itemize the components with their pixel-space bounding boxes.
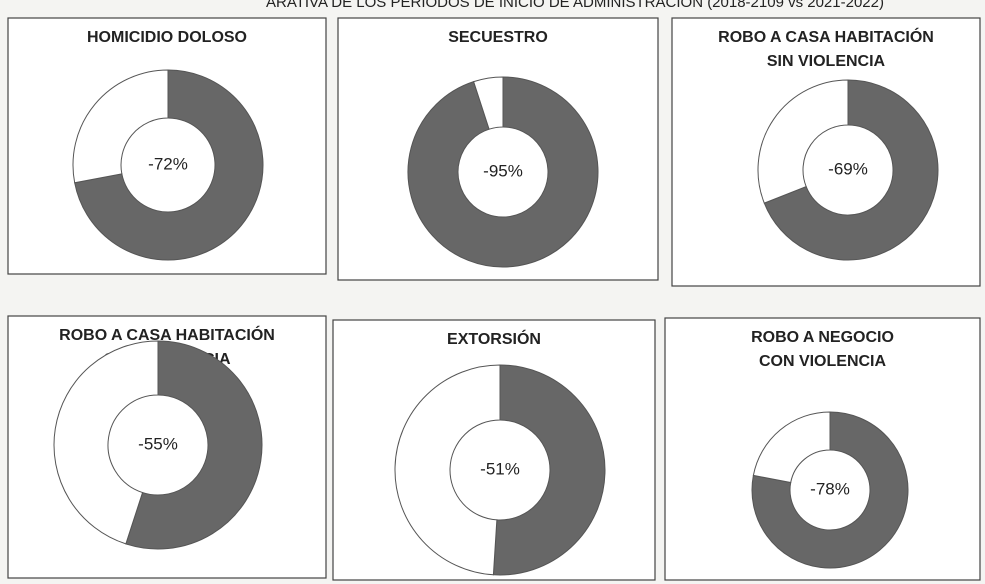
annotation-box: [126, 431, 190, 459]
annotation: -55%: [138, 434, 178, 453]
chart-title: ROBO A CASA HABITACIÓN: [718, 27, 934, 46]
annotation-box: [136, 151, 200, 179]
donut-segment: [72, 69, 169, 184]
annotation-box: [816, 156, 880, 184]
donut-segment: [394, 364, 501, 576]
chart-title: EXTORSIÓN: [447, 329, 541, 348]
donut-segment: [407, 76, 599, 268]
chart-title: HOMICIDIO DOLOSO: [87, 29, 247, 46]
annotation-box: [798, 476, 862, 504]
donut-segment: [53, 340, 159, 545]
donut-segment: [751, 411, 909, 569]
chart-title: SECUESTRO: [448, 29, 548, 46]
annotation: -78%: [810, 479, 850, 498]
chart-title: ROBO A NEGOCIO: [751, 329, 894, 346]
chart-title: SIN VIOLENCIA: [767, 53, 886, 70]
donut-segment: [125, 340, 263, 550]
annotation: -51%: [480, 459, 520, 478]
donut-segment: [752, 411, 831, 484]
chart-title: CON VIOLENCIA: [759, 353, 887, 370]
annotation: -69%: [828, 159, 868, 178]
donut-segment: [473, 76, 504, 130]
annotation-box: [468, 456, 532, 484]
annotation: -95%: [483, 161, 523, 180]
chart-title: ROBO A CASA HABITACIÓN: [59, 325, 275, 344]
page-title: ARATIVA DE LOS PERIODOS DE INICIO DE ADM…: [266, 0, 884, 11]
annotation-box: [471, 158, 535, 186]
annotation: -72%: [148, 154, 188, 173]
donut-segment: [763, 79, 939, 261]
donut-segment: [74, 69, 264, 261]
donut-segment: [757, 79, 849, 204]
donut-segment: [492, 364, 606, 576]
